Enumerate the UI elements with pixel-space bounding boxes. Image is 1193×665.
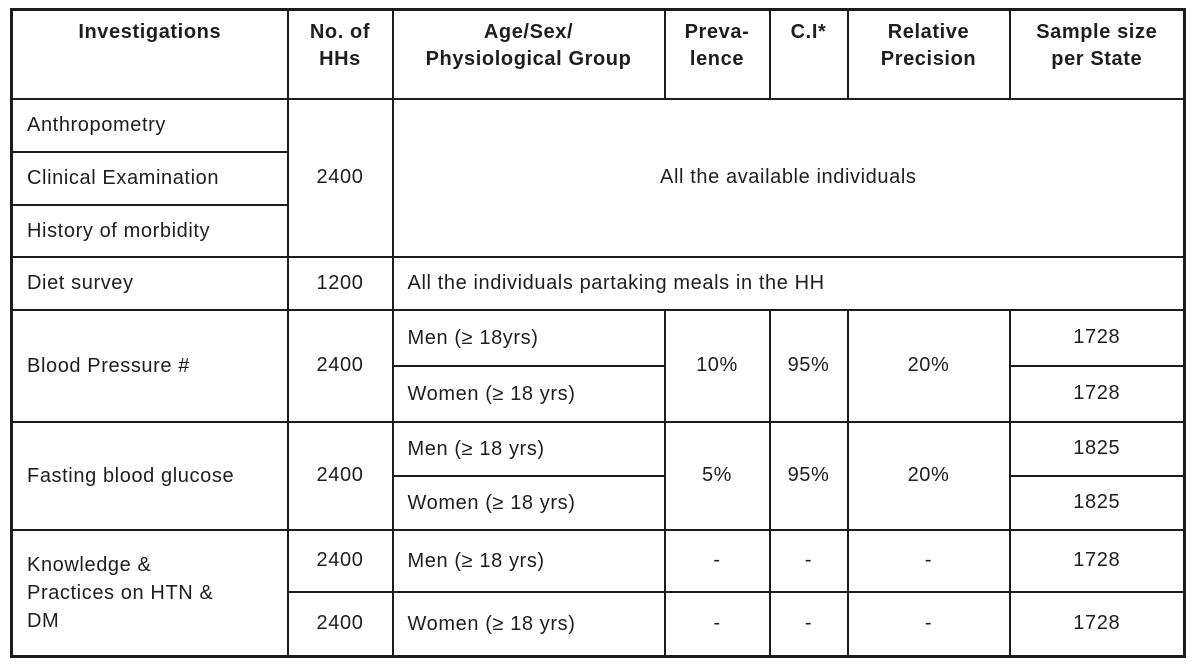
sample-size-cell: 1728: [1008, 590, 1186, 658]
sampling-design-table: Investigations No. of HHs Age/Sex/ Physi…: [10, 8, 1186, 658]
sample-size-cell: 1728: [1008, 528, 1186, 593]
hhs-cell: 1200: [286, 255, 394, 311]
relative-precision-cell: -: [846, 590, 1011, 658]
row-blood-pressure-women: Women (≥ 18 yrs) 1728: [12, 364, 1186, 423]
group-cell: Men (≥ 18 yrs): [391, 528, 666, 593]
header-investigations: Investigations: [10, 8, 289, 100]
coverage-note-cell: All the individuals partaking meals in t…: [391, 255, 1186, 311]
sample-size-cell: 1825: [1008, 474, 1186, 531]
header-no-of-hhs: No. of HHs: [286, 8, 394, 100]
header-prevalence: Preva- lence: [663, 8, 771, 100]
header-relative-precision: Relative Precision: [846, 8, 1011, 100]
ci-cell: -: [768, 590, 849, 658]
prevalence-cell: 10%: [663, 308, 771, 423]
ci-cell: 95%: [768, 420, 849, 531]
hhs-cell: 2400: [286, 590, 394, 658]
prevalence-cell: -: [663, 528, 771, 593]
group-cell: Women (≥ 18 yrs): [391, 590, 666, 658]
row-knowledge-women: 2400 Women (≥ 18 yrs) - - - 1728: [12, 590, 1186, 658]
row-knowledge-men: Knowledge & Practices on HTN & DM 2400 M…: [10, 528, 1186, 658]
header-ci: C.I*: [768, 8, 849, 100]
ci-cell: -: [768, 528, 849, 593]
group-cell: Women (≥ 18 yrs): [391, 364, 666, 423]
hhs-cell: 2400: [286, 420, 394, 531]
sample-size-cell: 1728: [1008, 308, 1186, 367]
sample-size-cell: 1825: [1008, 420, 1186, 477]
header-sample-size: Sample size per State: [1008, 8, 1186, 100]
sample-size-cell: 1728: [1008, 364, 1186, 423]
ci-cell: 95%: [768, 308, 849, 423]
group-cell: Men (≥ 18 yrs): [391, 420, 666, 477]
header-age-sex-group: Age/Sex/ Physiological Group: [391, 8, 666, 100]
prevalence-cell: -: [663, 590, 771, 658]
investigation-cell: Diet survey: [10, 255, 289, 311]
investigation-cell: Clinical Examination: [10, 150, 289, 206]
row-fasting-glucose-men: Fasting blood glucose 2400 Men (≥ 18 yrs…: [10, 420, 1186, 531]
relative-precision-cell: -: [846, 528, 1011, 593]
row-fasting-glucose-women: Women (≥ 18 yrs) 1825: [12, 474, 1186, 531]
row-blood-pressure-men: Blood Pressure # 2400 Men (≥ 18yrs) 10% …: [10, 308, 1186, 423]
header-row: Investigations No. of HHs Age/Sex/ Physi…: [10, 8, 1186, 100]
investigation-cell: History of morbidity: [10, 203, 289, 258]
coverage-note-cell: All the available individuals: [391, 97, 1186, 258]
prevalence-cell: 5%: [663, 420, 771, 531]
investigation-cell: Knowledge & Practices on HTN & DM: [10, 528, 289, 658]
relative-precision-cell: 20%: [846, 308, 1011, 423]
group-cell: Men (≥ 18yrs): [391, 308, 666, 367]
investigation-cell: Fasting blood glucose: [10, 420, 289, 531]
hhs-cell: 2400: [286, 308, 394, 423]
hhs-cell: 2400: [286, 97, 394, 258]
row-clinical-examination: Clinical Examination: [10, 150, 1185, 206]
investigation-cell: Blood Pressure #: [10, 308, 289, 423]
row-anthropometry: Anthropometry 2400 All the available ind…: [10, 97, 1186, 258]
group-cell: Women (≥ 18 yrs): [391, 474, 666, 531]
row-diet-survey: Diet survey 1200 All the individuals par…: [10, 255, 1186, 311]
relative-precision-cell: 20%: [846, 420, 1011, 531]
investigation-cell: Anthropometry: [10, 97, 289, 153]
row-history-morbidity: History of morbidity: [10, 203, 1185, 258]
hhs-cell: 2400: [286, 528, 394, 593]
